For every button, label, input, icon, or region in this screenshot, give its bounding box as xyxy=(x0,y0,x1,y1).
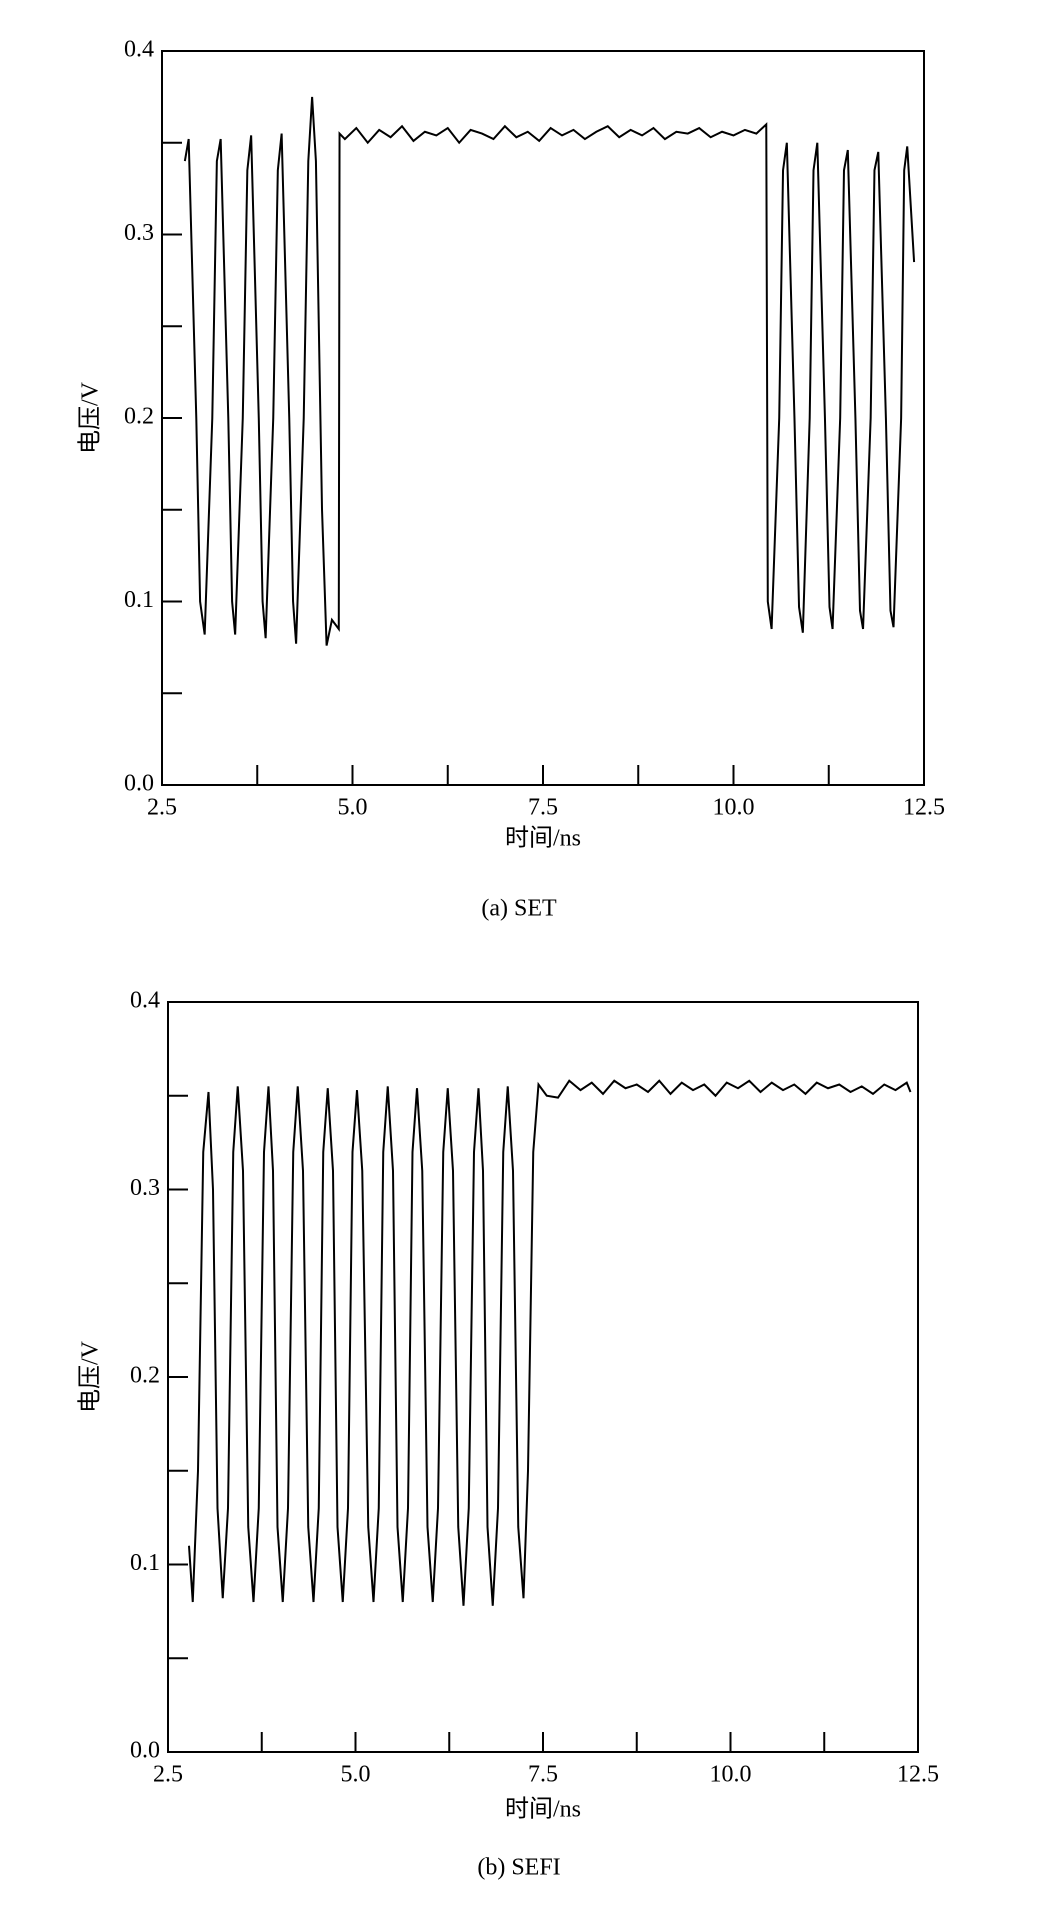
y-tick-label: 0.0 xyxy=(124,771,154,797)
y-tick-label: 0.2 xyxy=(130,1363,160,1389)
x-tick-label: 7.5 xyxy=(528,1762,558,1788)
x-axis-label: 时间/ns xyxy=(505,1796,581,1823)
y-axis-label: 电压/V xyxy=(77,381,104,454)
y-tick-label: 0.3 xyxy=(130,1175,160,1201)
voltage-trace xyxy=(183,96,916,646)
plot-frame xyxy=(167,1001,919,1753)
y-tick-label: 0.1 xyxy=(124,587,154,613)
voltage-trace xyxy=(188,1079,912,1606)
x-tick-label: 2.5 xyxy=(147,795,177,821)
y-tick-label: 0.2 xyxy=(124,404,154,430)
x-tick-label: 10.0 xyxy=(713,795,755,821)
x-tick-label: 2.5 xyxy=(153,1762,183,1788)
y-tick-label: 0.3 xyxy=(124,220,154,246)
x-tick-label: 7.5 xyxy=(528,795,558,821)
x-tick-label: 12.5 xyxy=(897,1762,939,1788)
panel-caption: (b) SEFI xyxy=(477,1855,560,1881)
chart-panel: 2.5 5.0 7.5 10.0 12.5 0.0 0.1 0.2 0.3 0.4 时间/ns 电压/… xyxy=(77,988,940,1881)
y-axis-label: 电压/V xyxy=(77,1340,104,1413)
x-tick-label: 5.0 xyxy=(338,795,368,821)
x-tick-label: 10.0 xyxy=(710,1762,752,1788)
y-tick-label: 0.4 xyxy=(124,37,154,63)
x-axis-label: 时间/ns xyxy=(505,825,581,852)
panel-caption: (a) SET xyxy=(481,896,557,922)
y-tick-label: 0.0 xyxy=(130,1738,160,1764)
x-tick-label: 12.5 xyxy=(903,795,945,821)
y-tick-label: 0.4 xyxy=(130,988,160,1014)
chart-panel: 2.5 5.0 7.5 10.0 12.5 0.0 0.1 0.2 0.3 0.4 时间/ns 电压/… xyxy=(77,37,946,922)
y-tick-label: 0.1 xyxy=(130,1550,160,1576)
x-tick-label: 5.0 xyxy=(341,1762,371,1788)
